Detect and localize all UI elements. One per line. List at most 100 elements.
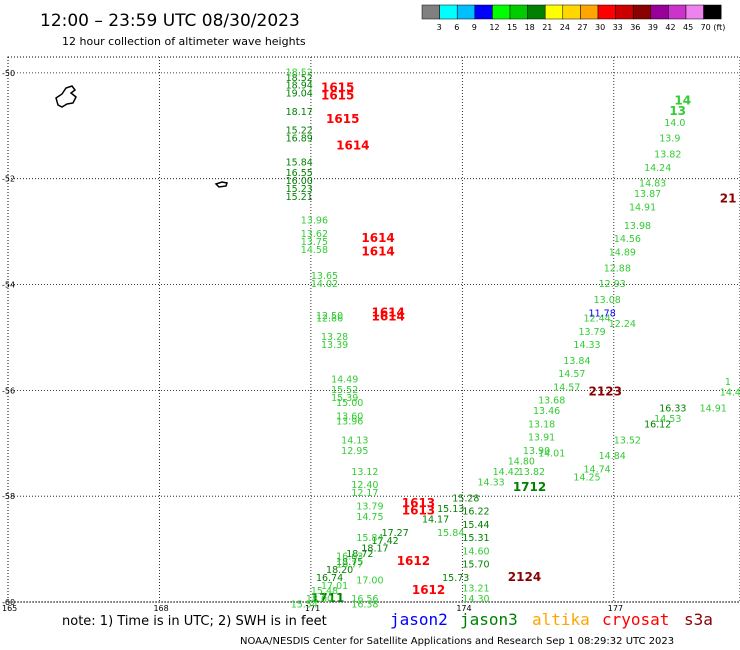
colorbar-swatch [544,4,564,20]
wave-height-label: 13.75 [301,237,328,248]
wave-height-label: 15.13 [437,504,464,515]
wave-height-label: 12.50 [316,311,343,322]
wave-height-label: 13.96 [301,216,328,227]
wave-height-label: 12.88 [604,263,631,274]
wave-height-label: 18.00 [306,594,333,605]
time-label: 1612 [397,554,430,568]
colorbar-legend: 3 6 9 12 15 18 21 24 27 30 33 36 39 42 45 70 (ft) [421,4,725,32]
time-label: 14 [674,94,691,108]
wave-height-label: 14.33 [477,478,504,489]
wave-height-label: 13.60 [336,411,363,422]
colorbar-swatch [527,4,546,20]
wave-height-label: 13.82 [518,467,545,478]
colorbar-label: 3 [437,23,442,32]
wave-height-label: 14.60 [462,546,489,557]
wave-height-label: 17.00 [356,575,383,586]
wave-height-label: 18.52 [286,68,313,79]
wave-height-label: 13.90 [523,446,550,457]
island-campbell [214,181,228,188]
time-label: 1613 [402,496,435,510]
wave-height-label: 13.08 [594,295,621,306]
x-tick-label: 177 [608,604,623,613]
wave-height-label: 12.40 [351,480,378,491]
wave-height-label: 14.84 [599,451,626,462]
colorbar-swatch [439,4,458,20]
time-label: 1712 [513,480,546,494]
wave-height-label: 12.95 [341,446,368,457]
wave-height-label: 12.44 [584,314,611,325]
wave-height-label: 13.28 [321,332,348,343]
axis-ticks: 165 168 171 174 177 -50 -52 -54 -56 -58 -60 [2,69,623,613]
y-tick-label: -54 [2,281,15,290]
wave-height-label: 16.74 [316,573,343,584]
wave-height-label: 13.12 [351,467,378,478]
wave-height-label: 14.57 [553,382,580,393]
x-tick-label: 171 [305,604,320,613]
y-tick-label: -58 [2,492,15,501]
wave-height-label: 15.48 [311,586,338,597]
colorbar-swatch [421,4,440,20]
wave-height-label: 16.63 [336,552,363,563]
time-label: 2124 [508,570,541,584]
wave-height-label: 13.82 [654,150,681,161]
wave-height-label: 14.24 [644,163,671,174]
colorbar-swatch [492,4,511,20]
wave-height-label: 12.86 [316,314,343,325]
wave-height-label: 1 [725,377,731,388]
wave-height-label: 14.91 [700,404,727,415]
wave-height-label: 14.75 [356,512,383,523]
colorbar-label: 39 [648,23,658,32]
wave-height-label: 16.33 [659,404,686,415]
x-tick-label: 165 [2,604,17,613]
wave-height-label: 13.79 [578,327,605,338]
time-label: 1614 [361,231,394,245]
colorbar-label: 33 [613,23,623,32]
wave-height-points: 18.5218.9419.0418.1715.2216.8915.8416.55… [286,68,740,611]
wave-height-label: 15.52 [331,385,358,396]
wave-height-label: 15.73 [442,573,469,584]
wave-height-label: 14.17 [422,515,449,526]
wave-height-label: 15.21 [286,192,313,203]
wave-height-label: 12.24 [609,319,636,330]
wave-height-label: 13.98 [624,221,651,232]
wave-height-label: 15.22 [286,126,313,137]
satellite-legend-cryosat: cryosat [602,610,669,629]
wave-height-label: 16.77 [336,560,363,571]
time-label: 1615 [321,88,354,102]
wave-height-label: 15.00 [336,398,363,409]
y-tick-label: -52 [2,175,15,184]
wave-height-label: 18.17 [361,544,388,555]
wave-height-label: 14.74 [584,464,611,475]
wave-height-label: 15.84 [286,157,313,168]
wave-height-label: 16.22 [462,507,489,518]
wave-height-label: 19.04 [286,89,313,100]
wave-height-label: 15.23 [286,184,313,195]
wave-height-label: 15.84 [356,533,383,544]
wave-height-label: 18.75 [336,557,363,568]
colorbar-label: 6 [454,23,459,32]
wave-height-label: 13.39 [321,340,348,351]
colorbar-label: 12 [489,23,499,32]
footer-credit: NOAA/NESDIS Center for Satellite Applica… [240,636,674,647]
time-label: 1612 [412,583,445,597]
wave-height-label: 15.31 [462,533,489,544]
wave-height-label: 14.30 [462,594,489,605]
colorbar-swatch [615,4,634,20]
time-label: 1615 [321,80,354,94]
wave-height-label: 14.13 [341,435,368,446]
wave-height-label: 16.55 [286,168,313,179]
colorbar-swatch [474,4,493,20]
time-label: 1614 [371,310,404,324]
wave-height-label: 13.62 [301,229,328,240]
colorbar-swatch [597,4,616,20]
wave-height-label: 13.84 [563,356,590,367]
time-label: 13 [669,104,686,118]
time-label: 2123 [589,385,622,399]
wave-height-label: 13.68 [538,396,565,407]
time-label: 1615 [326,112,359,126]
wave-height-label: 14.01 [538,448,565,459]
colorbar-swatch [562,4,581,20]
wave-height-label: 17.42 [371,536,398,547]
wave-height-label: 16.89 [286,134,313,145]
colorbar-label: 45 [683,23,693,32]
